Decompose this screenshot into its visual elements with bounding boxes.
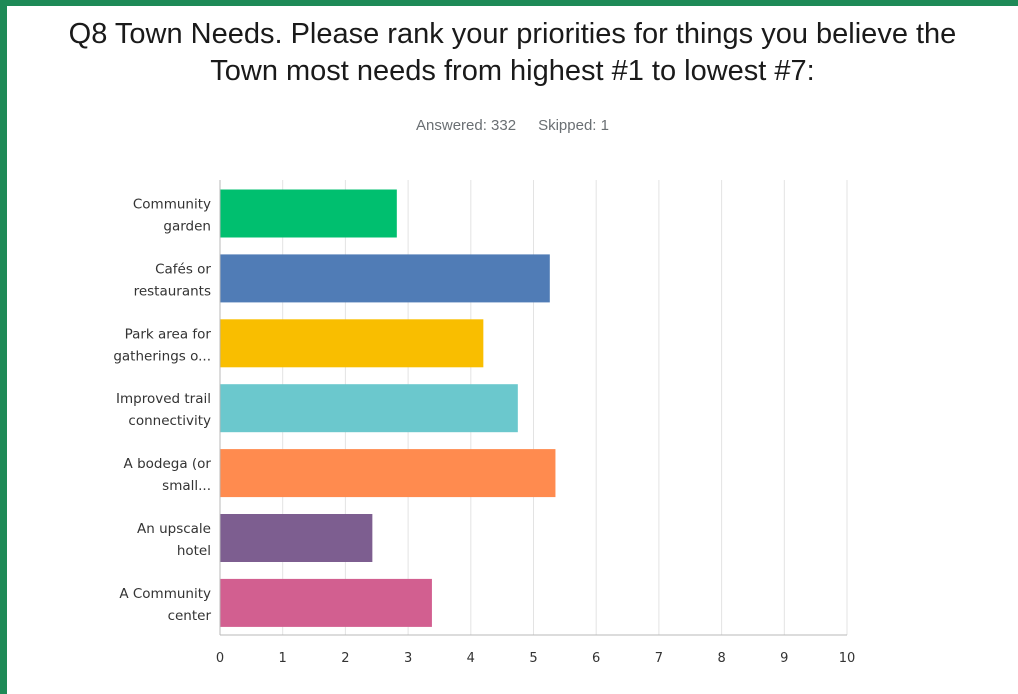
bar [220, 578, 432, 627]
x-tick-label: 1 [279, 651, 287, 666]
title-line-1: Q8 Town Needs. Please rank your prioriti… [68, 18, 957, 50]
response-summary: Answered: 332 Skipped: 1 [7, 117, 1018, 134]
x-tick-label: 9 [780, 651, 788, 666]
x-tick-label: 8 [717, 651, 725, 666]
bar [220, 319, 484, 368]
question-title: Q8 Town Needs. Please rank your prioriti… [7, 16, 1018, 90]
x-axis: 0 1 2 3 4 5 6 7 8 9 10 [216, 180, 855, 666]
bar [220, 514, 373, 562]
skipped-count: Skipped: 1 [538, 117, 609, 134]
bar [220, 449, 556, 498]
x-tick-label: 3 [404, 651, 412, 666]
bars [220, 189, 556, 627]
category-label: A Community center [119, 586, 211, 624]
x-tick-label: 0 [216, 651, 224, 666]
bar [220, 384, 518, 433]
category-label: An upscale hotel [137, 521, 211, 559]
x-tick-label: 2 [341, 651, 349, 666]
x-tick-label: 4 [467, 651, 475, 666]
x-tick-label: 6 [592, 651, 600, 666]
category-label: Park area for gatherings o... [113, 326, 211, 364]
category-label: Cafés or restaurants [134, 261, 212, 299]
category-labels: Community garden Cafés or restaurants Park a… [113, 197, 211, 624]
bar [220, 189, 397, 238]
category-label: A bodega (or small... [124, 456, 212, 494]
category-label: Community garden [133, 197, 211, 235]
answered-count: Answered: 332 [416, 117, 517, 134]
x-tick-label: 7 [655, 651, 663, 666]
x-tick-label: 10 [839, 651, 856, 666]
title-line-2: Town most needs from highest #1 to lowes… [210, 55, 815, 87]
category-label: Improved trail connectivity [116, 391, 211, 429]
bar [220, 254, 550, 303]
x-tick-label: 5 [529, 651, 537, 666]
